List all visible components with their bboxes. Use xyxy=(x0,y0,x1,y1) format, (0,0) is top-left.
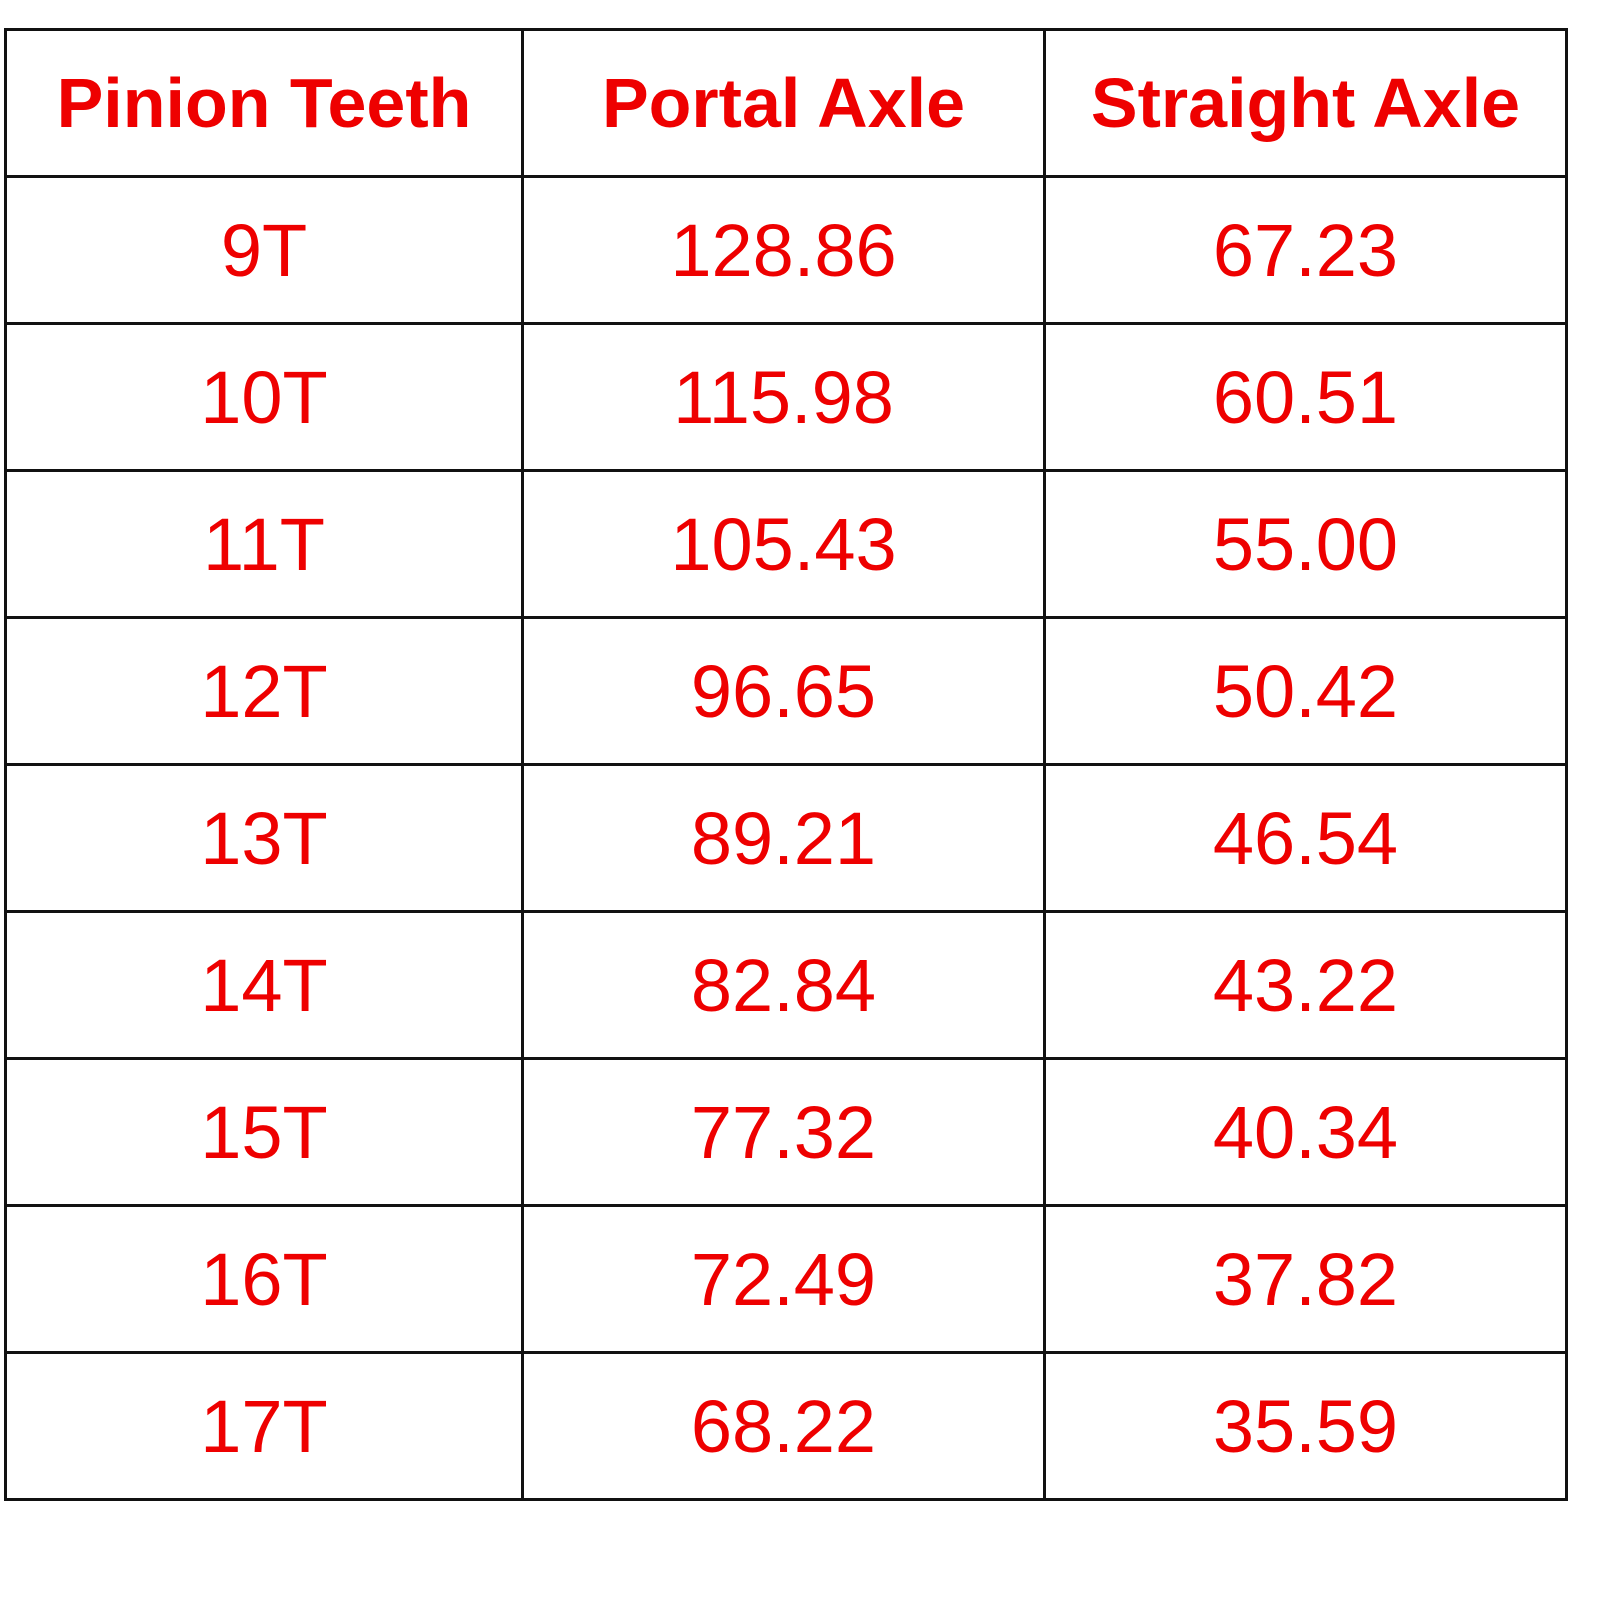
table-cell: 60.51 xyxy=(1043,322,1568,472)
table-cell: 96.65 xyxy=(521,616,1046,766)
table-cell: 115.98 xyxy=(521,322,1046,472)
table-row: 14T 82.84 43.22 xyxy=(4,910,1568,1060)
table-cell: 11T xyxy=(4,469,524,619)
table-cell: 10T xyxy=(4,322,524,472)
table-cell: 77.32 xyxy=(521,1057,1046,1207)
table-cell: 40.34 xyxy=(1043,1057,1568,1207)
table-cell: 37.82 xyxy=(1043,1204,1568,1354)
table-row: 13T 89.21 46.54 xyxy=(4,763,1568,913)
table-cell: 43.22 xyxy=(1043,910,1568,1060)
table-header: Pinion Teeth Portal Axle Straight Axle xyxy=(4,28,1568,178)
table-cell: 55.00 xyxy=(1043,469,1568,619)
table-cell: 14T xyxy=(4,910,524,1060)
table-row: 17T 68.22 35.59 xyxy=(4,1351,1568,1501)
table-cell: 9T xyxy=(4,175,524,325)
table-row: 16T 72.49 37.82 xyxy=(4,1204,1568,1354)
table-cell: 82.84 xyxy=(521,910,1046,1060)
header-cell: Straight Axle xyxy=(1043,28,1568,178)
table-cell: 16T xyxy=(4,1204,524,1354)
table-cell: 105.43 xyxy=(521,469,1046,619)
table-body: 9T 128.86 67.23 10T 115.98 60.51 11T 105.43 55.0… xyxy=(4,175,1568,1501)
table-cell: 46.54 xyxy=(1043,763,1568,913)
table-cell: 13T xyxy=(4,763,524,913)
table-cell: 128.86 xyxy=(521,175,1046,325)
table-cell: 35.59 xyxy=(1043,1351,1568,1501)
table-cell: 72.49 xyxy=(521,1204,1046,1354)
header-cell: Portal Axle xyxy=(521,28,1046,178)
header-row: Pinion Teeth Portal Axle Straight Axle xyxy=(4,28,1568,178)
table-cell: 68.22 xyxy=(521,1351,1046,1501)
gear-ratio-table: Pinion Teeth Portal Axle Straight Axle 9T 1… xyxy=(4,28,1568,1501)
table-cell: 67.23 xyxy=(1043,175,1568,325)
table-row: 9T 128.86 67.23 xyxy=(4,175,1568,325)
table-cell: 12T xyxy=(4,616,524,766)
table-cell: 15T xyxy=(4,1057,524,1207)
table-cell: 17T xyxy=(4,1351,524,1501)
header-cell: Pinion Teeth xyxy=(4,28,524,178)
table-cell: 89.21 xyxy=(521,763,1046,913)
table-row: 15T 77.32 40.34 xyxy=(4,1057,1568,1207)
table-cell: 50.42 xyxy=(1043,616,1568,766)
table-row: 11T 105.43 55.00 xyxy=(4,469,1568,619)
table-row: 12T 96.65 50.42 xyxy=(4,616,1568,766)
table-row: 10T 115.98 60.51 xyxy=(4,322,1568,472)
